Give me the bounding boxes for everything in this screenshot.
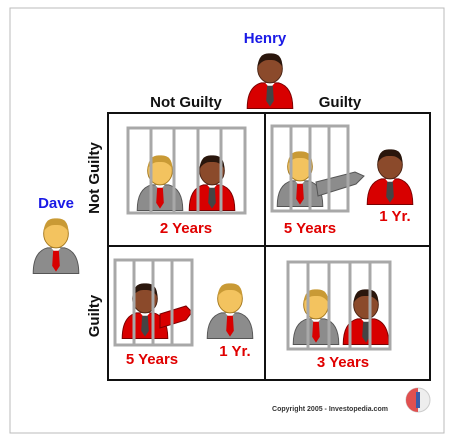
jail-bars xyxy=(126,126,247,215)
pointing-arm xyxy=(159,305,193,329)
sentence: 5 Years xyxy=(284,220,336,237)
sentence: 3 Years xyxy=(317,354,369,371)
column-header: Guilty xyxy=(319,94,362,111)
sentence: 5 Years xyxy=(126,351,178,368)
logo xyxy=(405,387,431,413)
sentence: 1 Yr. xyxy=(219,343,250,360)
column-header: Not Guilty xyxy=(150,94,222,111)
jail-bars xyxy=(270,124,350,213)
frame xyxy=(9,7,445,434)
jail-bars xyxy=(286,260,392,351)
matrix-grid xyxy=(107,112,431,381)
sentence: 1 Yr. xyxy=(379,208,410,225)
sentence: 2 Years xyxy=(160,220,212,237)
player-name: Henry xyxy=(244,30,287,47)
row-header: Guilty xyxy=(86,294,103,337)
row-header: Not Guilty xyxy=(86,142,103,214)
jail-bars xyxy=(113,258,194,347)
player-name: Dave xyxy=(38,195,74,212)
copyright: Copyright 2005 - Investopedia.com xyxy=(272,406,388,413)
